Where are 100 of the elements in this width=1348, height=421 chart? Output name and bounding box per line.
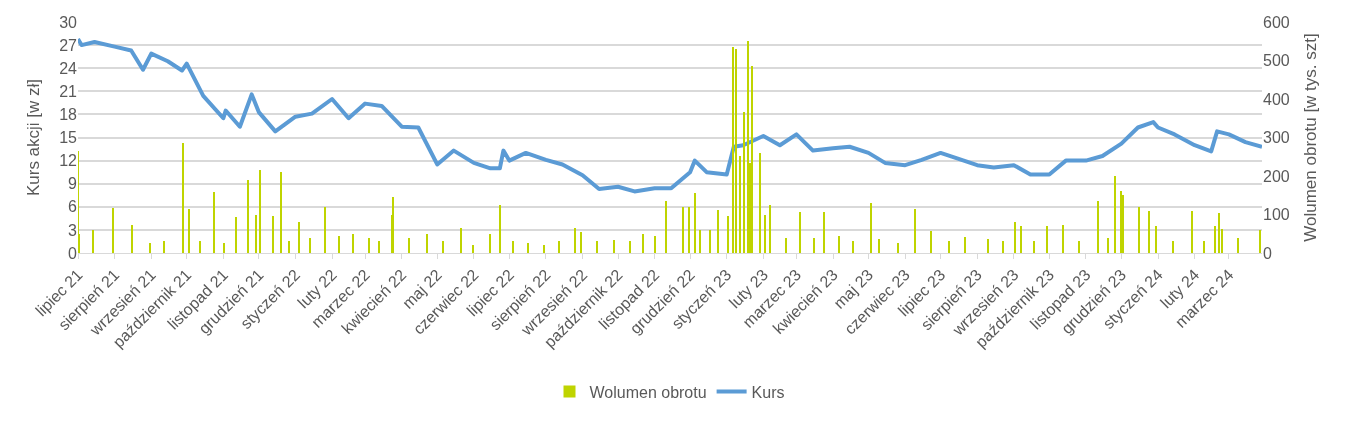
bar [309, 238, 311, 253]
bar [739, 156, 741, 253]
bar [131, 225, 133, 253]
bar [338, 236, 340, 253]
bar [149, 243, 151, 253]
bar [642, 234, 644, 253]
bar [199, 241, 201, 253]
bar [1155, 226, 1157, 253]
bar [699, 230, 701, 253]
bar [751, 66, 753, 253]
bar [442, 241, 444, 253]
bar [823, 212, 825, 253]
bar [298, 222, 300, 253]
y-tick-label: 9 [68, 175, 78, 193]
bar [558, 241, 560, 253]
bar [964, 237, 966, 253]
bar [580, 232, 582, 253]
y2-tick-label: 500 [1263, 52, 1290, 70]
bar [629, 241, 631, 253]
y-tick-label: 3 [68, 221, 78, 239]
bar [182, 143, 184, 253]
bar [426, 234, 428, 253]
bar [878, 239, 880, 253]
y2-tick-label: 200 [1263, 167, 1290, 185]
bar [654, 236, 656, 253]
bar [1002, 241, 1004, 253]
bar [799, 212, 801, 253]
bar [188, 209, 190, 253]
bar [1014, 222, 1016, 253]
y2-tick-label: 600 [1263, 13, 1290, 31]
bar [1046, 226, 1048, 253]
bar [489, 234, 491, 253]
bar [92, 230, 94, 253]
bar [1148, 211, 1150, 253]
bar [280, 172, 282, 253]
bar [735, 49, 737, 253]
bar [574, 228, 576, 253]
bar [1122, 195, 1124, 253]
y-tick-label: 6 [68, 198, 78, 216]
bar [682, 207, 684, 253]
bar [1062, 225, 1064, 253]
bar [665, 201, 667, 253]
bar [870, 203, 872, 253]
bar [408, 238, 410, 253]
bar [785, 238, 787, 253]
bar [1259, 230, 1261, 253]
bar [743, 112, 745, 253]
bar [272, 216, 274, 253]
bar [914, 209, 916, 253]
bar [112, 208, 114, 253]
bar [897, 243, 899, 253]
bar [694, 193, 696, 253]
bar [472, 245, 474, 253]
y2-axis-title: Wolumen obrotu [w tys. szt] [1301, 33, 1321, 242]
bar [1107, 238, 1109, 253]
bar [613, 240, 615, 253]
y-tick-label: 24 [59, 59, 78, 77]
bar [288, 241, 290, 253]
bar [1078, 241, 1080, 253]
y-tick-label: 21 [59, 82, 78, 100]
y-tick-label: 0 [68, 244, 78, 262]
bar [247, 180, 249, 253]
bar [213, 192, 215, 253]
bar [324, 207, 326, 253]
bar [948, 241, 950, 253]
bar [223, 243, 225, 253]
bar [1120, 191, 1122, 253]
line-series [78, 36, 1262, 194]
bar [930, 231, 932, 253]
bar [596, 241, 598, 253]
bar [838, 236, 840, 253]
bar [543, 245, 545, 253]
y-tick-label: 15 [59, 129, 78, 147]
bar [747, 41, 749, 253]
bar [1191, 211, 1193, 253]
bar [732, 47, 734, 253]
bar [852, 241, 854, 253]
bar [163, 241, 165, 253]
y-tick-label: 30 [59, 13, 78, 31]
bar [764, 215, 766, 253]
bar [987, 239, 989, 253]
bar [1237, 238, 1239, 253]
bar [499, 205, 501, 253]
bar [1172, 241, 1174, 253]
bar [1033, 241, 1035, 253]
y2-tick-label: 0 [1263, 244, 1272, 262]
bar [255, 215, 257, 253]
bar [352, 234, 354, 253]
y2-tick-label: 300 [1263, 129, 1290, 147]
bar [368, 238, 370, 253]
bar [460, 228, 462, 253]
bar [727, 216, 729, 253]
y-tick-label: 27 [59, 36, 78, 54]
bar [512, 241, 514, 253]
bar [527, 243, 529, 253]
bar [392, 197, 394, 253]
bar [813, 238, 815, 253]
bar [378, 241, 380, 253]
y-axis-title: Kurs akcji [w zł] [23, 78, 43, 197]
bar [1020, 226, 1022, 253]
